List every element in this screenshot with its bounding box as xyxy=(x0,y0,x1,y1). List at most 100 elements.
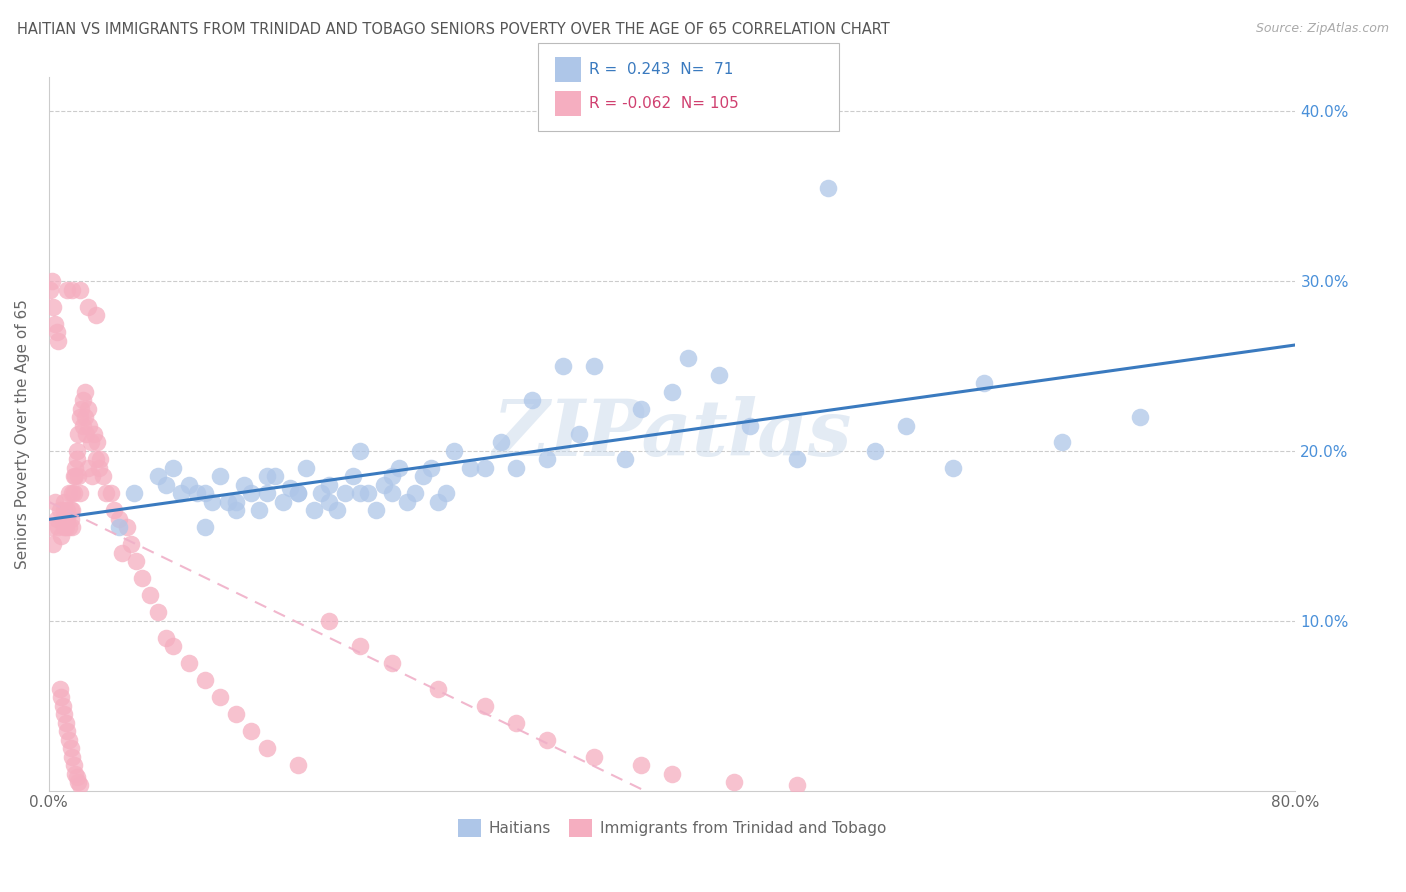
Point xyxy=(91,469,114,483)
Point xyxy=(295,461,318,475)
Point xyxy=(75,427,97,442)
Point xyxy=(342,469,364,483)
Point xyxy=(76,300,98,314)
Point xyxy=(56,724,79,739)
Point xyxy=(209,690,232,705)
Point xyxy=(396,495,419,509)
Y-axis label: Seniors Poverty Over the Age of 65: Seniors Poverty Over the Age of 65 xyxy=(15,299,30,569)
Point xyxy=(67,427,90,442)
Point xyxy=(786,452,808,467)
Text: Source: ZipAtlas.com: Source: ZipAtlas.com xyxy=(1256,22,1389,36)
Point xyxy=(326,503,349,517)
Point xyxy=(45,325,67,339)
Point xyxy=(76,461,98,475)
Point xyxy=(100,486,122,500)
Point xyxy=(373,478,395,492)
Point xyxy=(55,715,77,730)
Point xyxy=(1129,410,1152,425)
Text: R =  0.243  N=  71: R = 0.243 N= 71 xyxy=(589,62,734,78)
Point xyxy=(676,351,699,365)
Point xyxy=(489,435,512,450)
Point xyxy=(404,486,426,500)
Point xyxy=(583,359,606,373)
Point xyxy=(302,503,325,517)
Point xyxy=(45,512,67,526)
Point xyxy=(738,418,761,433)
Point xyxy=(124,486,146,500)
Point xyxy=(41,520,63,534)
Point xyxy=(125,554,148,568)
Point xyxy=(44,317,66,331)
Point xyxy=(115,520,138,534)
Point xyxy=(520,392,543,407)
Point xyxy=(65,461,87,475)
Point xyxy=(46,520,69,534)
Point xyxy=(131,571,153,585)
Point xyxy=(66,444,89,458)
Point xyxy=(349,639,371,653)
Point xyxy=(69,410,91,425)
Point xyxy=(474,698,496,713)
Point xyxy=(60,749,83,764)
Point xyxy=(86,435,108,450)
Point xyxy=(58,486,80,500)
Point xyxy=(69,486,91,500)
Point xyxy=(271,495,294,509)
Point xyxy=(108,520,131,534)
Point xyxy=(817,181,839,195)
Point xyxy=(318,495,340,509)
Point xyxy=(139,588,162,602)
Point xyxy=(51,690,73,705)
Point xyxy=(44,495,66,509)
Point xyxy=(240,724,263,739)
Point xyxy=(357,486,380,500)
Point xyxy=(72,392,94,407)
Point xyxy=(458,461,481,475)
Point xyxy=(973,376,995,390)
Point xyxy=(84,452,107,467)
Point xyxy=(66,770,89,784)
Point xyxy=(177,478,200,492)
Point xyxy=(59,741,82,756)
Point xyxy=(59,503,82,517)
Point xyxy=(536,732,558,747)
Point xyxy=(67,775,90,789)
Point xyxy=(568,427,591,442)
Point xyxy=(661,766,683,780)
Point xyxy=(232,478,254,492)
Point xyxy=(59,512,82,526)
Point xyxy=(256,469,278,483)
Point xyxy=(48,503,70,517)
Point xyxy=(427,495,450,509)
Point xyxy=(263,469,285,483)
Point xyxy=(84,308,107,322)
Point xyxy=(381,657,404,671)
Point xyxy=(256,741,278,756)
Point xyxy=(443,444,465,458)
Point xyxy=(53,503,76,517)
Point xyxy=(217,495,239,509)
Point xyxy=(53,495,76,509)
Point xyxy=(87,461,110,475)
Point xyxy=(723,775,745,789)
Point xyxy=(52,512,75,526)
Point xyxy=(225,503,247,517)
Point xyxy=(194,520,217,534)
Point xyxy=(318,614,340,628)
Point xyxy=(103,503,125,517)
Point xyxy=(56,283,79,297)
Point xyxy=(53,520,76,534)
Point xyxy=(48,681,70,696)
Point xyxy=(278,481,301,495)
Point xyxy=(60,486,83,500)
Point xyxy=(349,486,371,500)
Point xyxy=(505,461,527,475)
Point xyxy=(381,469,404,483)
Point xyxy=(661,384,683,399)
Point xyxy=(66,452,89,467)
Point xyxy=(46,334,69,348)
Point xyxy=(55,520,77,534)
Point xyxy=(60,520,83,534)
Text: ZIPatlas: ZIPatlas xyxy=(492,396,852,472)
Point xyxy=(162,639,184,653)
